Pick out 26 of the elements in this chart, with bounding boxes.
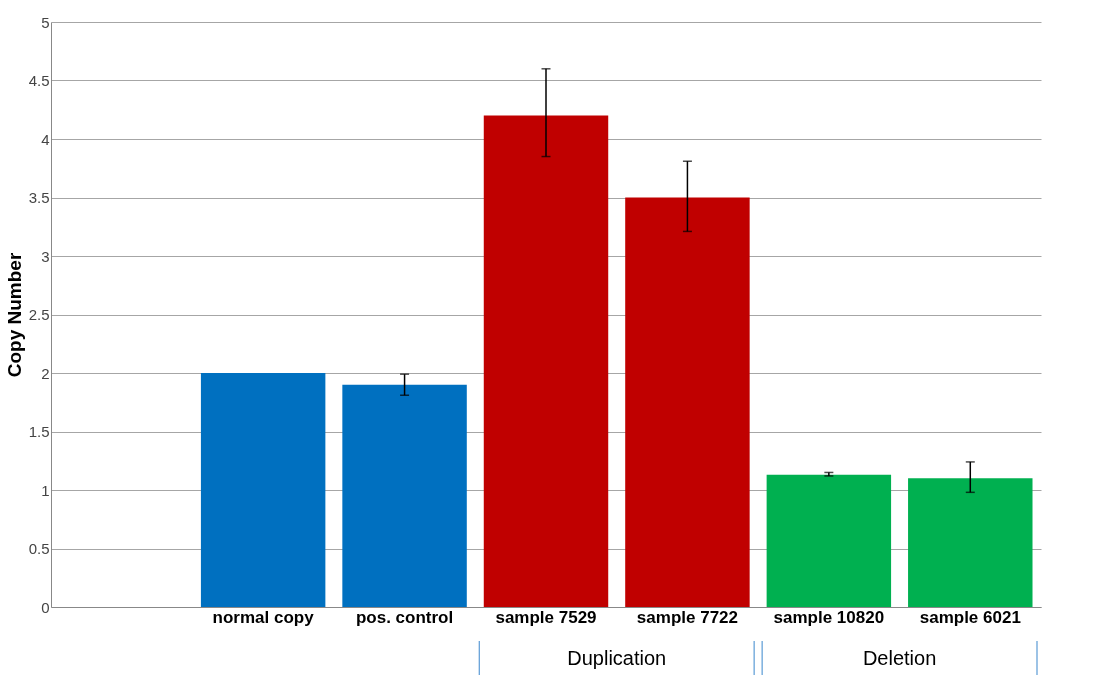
bar — [483, 115, 609, 607]
x-tick-label: pos. control — [355, 607, 454, 627]
y-tick-label: 0.5 — [28, 540, 50, 557]
bar — [200, 373, 326, 607]
y-tick-label: 2 — [41, 364, 50, 382]
x-tick-label: sample 10820 — [773, 607, 885, 627]
x-tick-label: sample 7722 — [636, 607, 738, 627]
y-tick-label: 1.5 — [28, 423, 50, 440]
x-tick-label: sample 7529 — [495, 607, 597, 627]
y-tick-label: 5 — [41, 13, 50, 31]
y-tick-label: 3.5 — [28, 189, 50, 206]
y-tick-label: 1 — [41, 481, 50, 499]
bar — [625, 197, 750, 607]
bar — [908, 478, 1033, 607]
y-tick-label: 2.5 — [28, 306, 50, 323]
bar — [342, 384, 467, 607]
y-axis-title: Copy Number — [3, 252, 25, 378]
y-tick-label: 4.5 — [28, 72, 50, 89]
y-tick-label: 3 — [41, 247, 50, 265]
bar — [766, 474, 892, 607]
text: Deletion — [862, 647, 937, 669]
y-tick-label: 4 — [41, 130, 50, 148]
x-tick-label: normal copy — [212, 607, 315, 627]
y-tick-label: 0 — [41, 598, 50, 616]
text: Duplication — [567, 647, 667, 669]
x-tick-label: sample 6021 — [919, 607, 1021, 627]
